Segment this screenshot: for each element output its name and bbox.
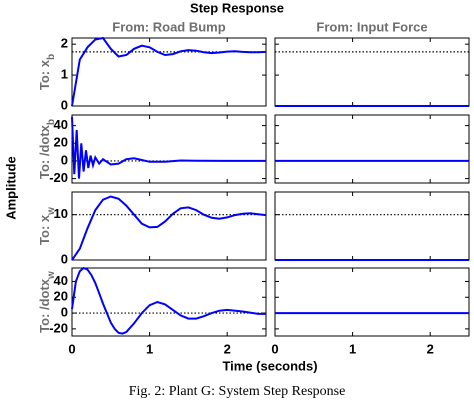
axes-box	[71, 191, 267, 261]
row-label: To: xw	[37, 207, 57, 245]
y-tick-label: 20	[54, 289, 68, 304]
x-tick-label: 0	[68, 341, 75, 356]
y-tick-label: 1	[61, 67, 68, 82]
row-label-subscript: b	[46, 54, 57, 60]
y-tick-label: -20	[49, 170, 68, 185]
row-label-subscript: w	[46, 207, 57, 216]
row-label-text: To: x	[37, 214, 52, 245]
row-label-subscript: b	[46, 119, 57, 125]
y-tick-label: -20	[49, 320, 68, 335]
y-tick-label: 20	[54, 135, 68, 150]
column-title: From: Input Force	[316, 19, 427, 34]
x-axis-label: Time (seconds)	[222, 358, 317, 373]
axes-box	[71, 114, 267, 184]
row-label: To: /dotxb	[37, 119, 57, 179]
y-axis-label: Amplitude	[3, 156, 18, 220]
x-tick-label: 2	[224, 341, 231, 356]
row-label-text: To: /dotx	[37, 278, 52, 333]
row-label: To: /dotxw	[37, 271, 57, 333]
y-tick-label: 0	[61, 251, 68, 266]
axes-box	[71, 267, 267, 337]
y-tick-label: 10	[54, 206, 68, 221]
y-tick-label: 0	[61, 152, 68, 167]
response-line	[71, 195, 267, 261]
response-line	[71, 116, 266, 179]
axes-box	[71, 37, 267, 107]
row-label-text: To: x	[37, 59, 52, 90]
y-tick-label: 0	[61, 305, 68, 320]
y-tick-label: 40	[54, 273, 68, 288]
y-tick-label: 40	[54, 117, 68, 132]
x-tick-label: 1	[146, 341, 153, 356]
row-label-text: To: /dotx	[37, 124, 52, 179]
x-tick-label: 1	[349, 341, 356, 356]
chart-title: Step Response	[190, 0, 284, 15]
x-tick-label: 0	[271, 341, 278, 356]
axes-box	[274, 114, 470, 184]
y-tick-label: 0	[61, 97, 68, 112]
column-title: From: Road Bump	[112, 19, 225, 34]
caption: Fig. 2: Plant G: System Step Response	[129, 384, 346, 399]
axes-box	[274, 191, 470, 261]
axes-box	[274, 37, 470, 107]
response-line	[71, 36, 267, 107]
y-tick-label: 2	[61, 36, 68, 51]
row-label-subscript: w	[46, 271, 57, 280]
row-label: To: xb	[37, 54, 57, 90]
axes-box	[274, 267, 470, 337]
response-line	[71, 266, 266, 335]
x-tick-label: 2	[427, 341, 434, 356]
